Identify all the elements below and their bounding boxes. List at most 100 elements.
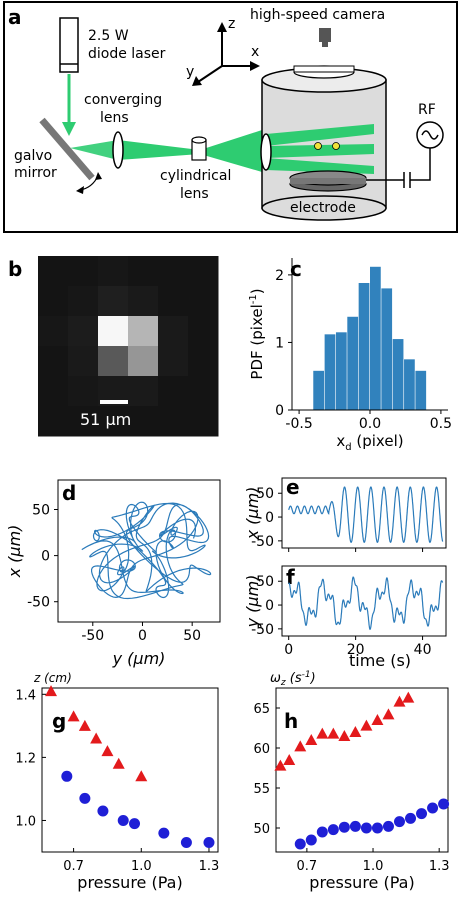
triangle-marker	[45, 685, 58, 697]
triangle-marker	[283, 754, 296, 765]
circle-marker	[427, 802, 439, 814]
y-tick-label: -50	[251, 622, 274, 638]
triangle-marker	[90, 732, 103, 744]
laser-power-label: 2.5 W	[88, 28, 129, 44]
triangle-marker	[382, 708, 395, 720]
y-tick-label: 1	[275, 335, 284, 351]
image-pixel	[188, 406, 219, 437]
x-axis-label: y (μm)	[112, 649, 166, 668]
histogram-bar	[324, 334, 336, 410]
x-tick-label: 50	[183, 628, 201, 644]
triangle-marker	[305, 734, 318, 745]
y-tick-label: -50	[27, 595, 50, 611]
x-axis-label: xd (pixel)	[336, 432, 403, 453]
trajectory-line	[81, 501, 212, 600]
camera-label: high-speed camera	[250, 7, 385, 23]
galvo-mirror-icon	[39, 117, 95, 181]
circle-marker	[327, 824, 339, 836]
image-pixel	[38, 346, 69, 377]
axis-x-label: x	[251, 44, 259, 60]
circle-marker	[393, 816, 405, 828]
title-sub: z	[280, 678, 286, 688]
plot-frame	[281, 565, 447, 637]
image-pixel	[68, 286, 99, 317]
panel-a-frame	[3, 1, 458, 233]
axis-y-label: y	[186, 64, 194, 80]
x-tick-label: 1.0	[363, 859, 384, 874]
triangle-marker	[338, 730, 351, 741]
y-axis-label: x (μm)	[5, 525, 24, 579]
image-pixel	[98, 256, 129, 287]
triangle-marker	[349, 726, 362, 737]
image-pixel	[98, 406, 129, 437]
x-axis-label: pressure (Pa)	[77, 873, 182, 892]
x-label-sub: d	[345, 442, 351, 453]
scalebar	[100, 400, 128, 404]
sheet-3	[266, 158, 374, 174]
histogram-bar	[370, 266, 381, 410]
y-tick-label: 0	[275, 403, 284, 419]
circle-marker	[349, 820, 361, 832]
circle-marker	[382, 820, 394, 832]
image-pixel	[158, 376, 189, 407]
y-label-sup: -1	[248, 294, 259, 304]
converging-label-1: converging	[84, 92, 162, 108]
side-window-icon	[260, 133, 272, 171]
converging-label-2: lens	[100, 110, 129, 126]
y-tick-label: 1.0	[15, 814, 36, 829]
panel-e-label: e	[286, 475, 300, 499]
converging-lens-icon	[112, 131, 124, 169]
title-end: )	[310, 671, 316, 686]
circle-marker	[305, 834, 317, 846]
triangle-marker	[112, 757, 125, 769]
time-series-line	[288, 576, 444, 631]
circle-marker	[97, 805, 109, 817]
circle-marker	[79, 792, 91, 804]
panel-d-label: d	[62, 481, 76, 505]
image-pixel	[68, 346, 99, 377]
circle-marker	[294, 838, 306, 850]
y-tick-label: -50	[251, 534, 274, 550]
x-label-base: x	[336, 432, 345, 450]
y-axis-label: PDF (pixel-1)	[248, 288, 266, 379]
y-label-end: )	[248, 288, 266, 294]
y-tick-label: 60	[253, 742, 270, 757]
x-tick-label: 1.0	[131, 859, 152, 874]
image-pixel	[38, 256, 69, 287]
beam-3	[200, 130, 262, 172]
x-tick-label: -0.5	[285, 416, 312, 432]
y-tick-label: 1.4	[15, 688, 36, 703]
panel-a: a 2.5 W diode laser galvo mirror converg…	[3, 1, 458, 233]
x-tick-label: 0	[284, 642, 293, 658]
image-pixel	[38, 316, 69, 347]
image-pixel	[188, 346, 219, 377]
image-pixel	[158, 256, 189, 287]
y-tick-label: 55	[253, 782, 270, 797]
circle-marker	[117, 814, 129, 826]
panel-b: b 51 μm	[8, 256, 219, 437]
triangle-marker	[327, 727, 340, 739]
x-tick-label: -50	[81, 628, 104, 644]
circle-marker	[416, 808, 428, 820]
image-pixel	[98, 346, 129, 377]
particle-icon	[314, 142, 322, 150]
image-pixel	[128, 406, 159, 437]
panel-h-label: h	[284, 709, 298, 733]
panel-c-label: c	[290, 257, 302, 281]
y-tick-label: 0	[41, 549, 50, 565]
triangle-marker	[316, 727, 329, 739]
cylindrical-label-1: cylindrical	[160, 168, 231, 184]
triangle-marker	[393, 695, 406, 707]
circle-marker	[180, 837, 192, 849]
scalebar-label: 51 μm	[80, 410, 131, 429]
image-pixel	[128, 346, 159, 377]
image-pixel	[98, 286, 129, 317]
image-pixel	[128, 376, 159, 407]
image-pixel	[158, 406, 189, 437]
circle-marker	[338, 821, 350, 833]
triangle-marker	[67, 710, 80, 722]
